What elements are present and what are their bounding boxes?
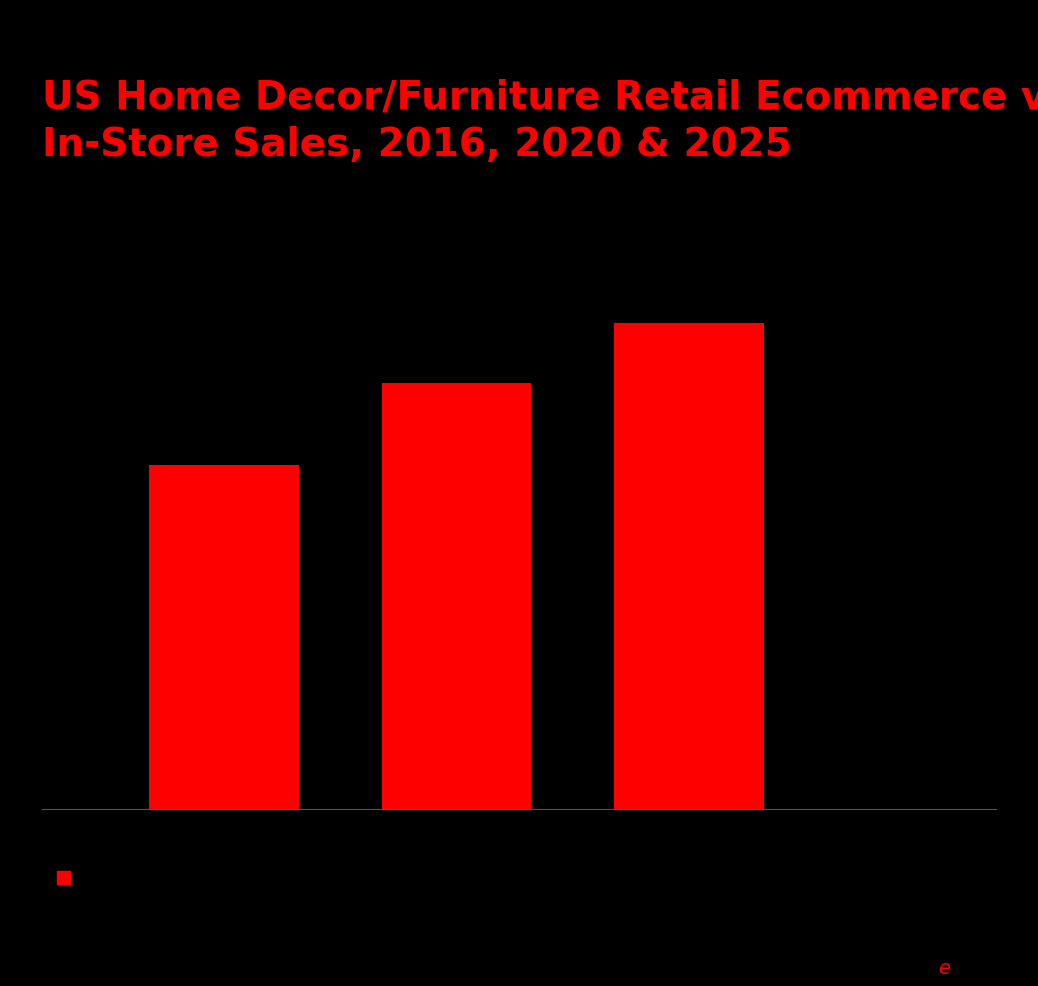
Text: US Home Decor/Furniture Retail Ecommerce vs.
In-Store Sales, 2016, 2020 & 2025: US Home Decor/Furniture Retail Ecommerce… [42, 79, 1038, 164]
Bar [149, 465, 299, 809]
Bar [614, 323, 764, 809]
Text: e: e [938, 958, 951, 978]
Legend:  [50, 863, 90, 894]
Bar [382, 383, 531, 809]
